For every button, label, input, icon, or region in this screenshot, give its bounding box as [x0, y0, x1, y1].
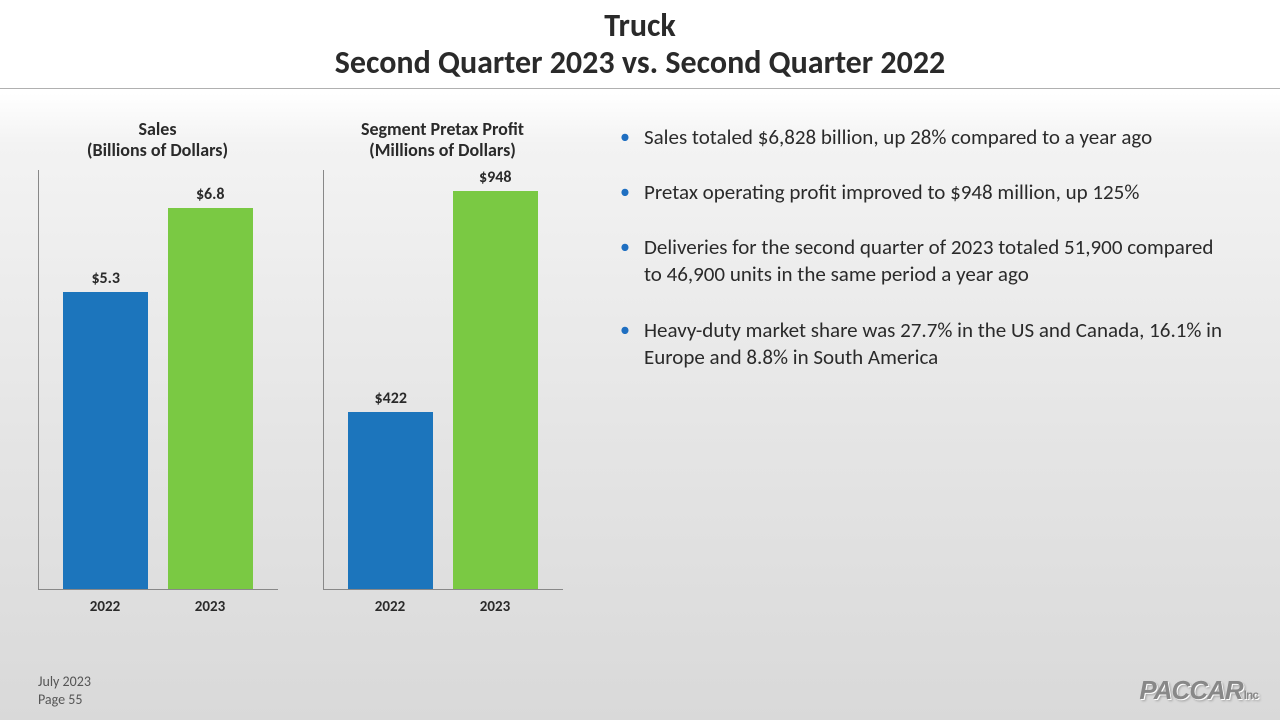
bullets-list: • Sales totaled $6,828 billion, up 28% co… [570, 119, 1260, 629]
bar-value-label: $422 [375, 389, 407, 408]
chart-plot-area: $5.3 $6.8 [38, 170, 278, 590]
slide-footer: July 2023 Page 55 [38, 673, 91, 708]
x-axis-label: 2022 [348, 598, 433, 616]
x-axis-label: 2023 [453, 598, 538, 616]
bar-group: $5.3 [63, 269, 148, 589]
company-logo: PACCARInc [1139, 675, 1258, 706]
bullet-dot-icon: • [620, 234, 630, 289]
bullet-text: Pretax operating profit improved to $948… [644, 179, 1139, 206]
chart-title: Segment Pretax Profit(Millions of Dollar… [361, 119, 524, 162]
bullet-dot-icon: • [620, 124, 630, 151]
bullet-text: Heavy-duty market share was 27.7% in the… [644, 317, 1230, 372]
chart-plot-area: $422 $948 [323, 170, 563, 590]
bar-group: $948 [453, 168, 538, 589]
bullet-item: • Heavy-duty market share was 27.7% in th… [620, 317, 1230, 372]
bar [168, 208, 253, 589]
bullet-dot-icon: • [620, 317, 630, 372]
bullet-item: • Sales totaled $6,828 billion, up 28% co… [620, 124, 1230, 151]
bar-chart-0: Sales(Billions of Dollars)$5.3$6.8202220… [30, 119, 285, 629]
bullet-text: Sales totaled $6,828 billion, up 28% com… [644, 124, 1152, 151]
bullet-item: • Pretax operating profit improved to $94… [620, 179, 1230, 206]
bullet-dot-icon: • [620, 179, 630, 206]
slide-header: Truck Second Quarter 2023 vs. Second Qua… [0, 0, 1280, 89]
bar [348, 412, 433, 589]
bar-value-label: $948 [479, 168, 511, 187]
content-area: Sales(Billions of Dollars)$5.3$6.8202220… [0, 89, 1280, 629]
footer-page: Page 55 [38, 691, 91, 709]
bar-group: $6.8 [168, 185, 253, 589]
x-axis-labels: 2022 2023 [323, 590, 563, 616]
bar-chart-1: Segment Pretax Profit(Millions of Dollar… [315, 119, 570, 629]
bullet-text: Deliveries for the second quarter of 202… [644, 234, 1230, 289]
bar [63, 292, 148, 589]
logo-name: PACCAR [1139, 675, 1242, 705]
title-line-1: Truck [0, 8, 1280, 45]
bar [453, 191, 538, 589]
logo-suffix: Inc [1244, 688, 1258, 702]
title-line-2: Second Quarter 2023 vs. Second Quarter 2… [0, 45, 1280, 82]
charts-container: Sales(Billions of Dollars)$5.3$6.8202220… [20, 119, 570, 629]
bullet-item: • Deliveries for the second quarter of 20… [620, 234, 1230, 289]
footer-date: July 2023 [38, 673, 91, 691]
bar-group: $422 [348, 389, 433, 589]
bar-value-label: $5.3 [91, 269, 120, 288]
x-axis-label: 2023 [168, 598, 253, 616]
chart-title: Sales(Billions of Dollars) [87, 119, 228, 162]
x-axis-label: 2022 [63, 598, 148, 616]
x-axis-labels: 2022 2023 [38, 590, 278, 616]
bar-value-label: $6.8 [196, 185, 225, 204]
